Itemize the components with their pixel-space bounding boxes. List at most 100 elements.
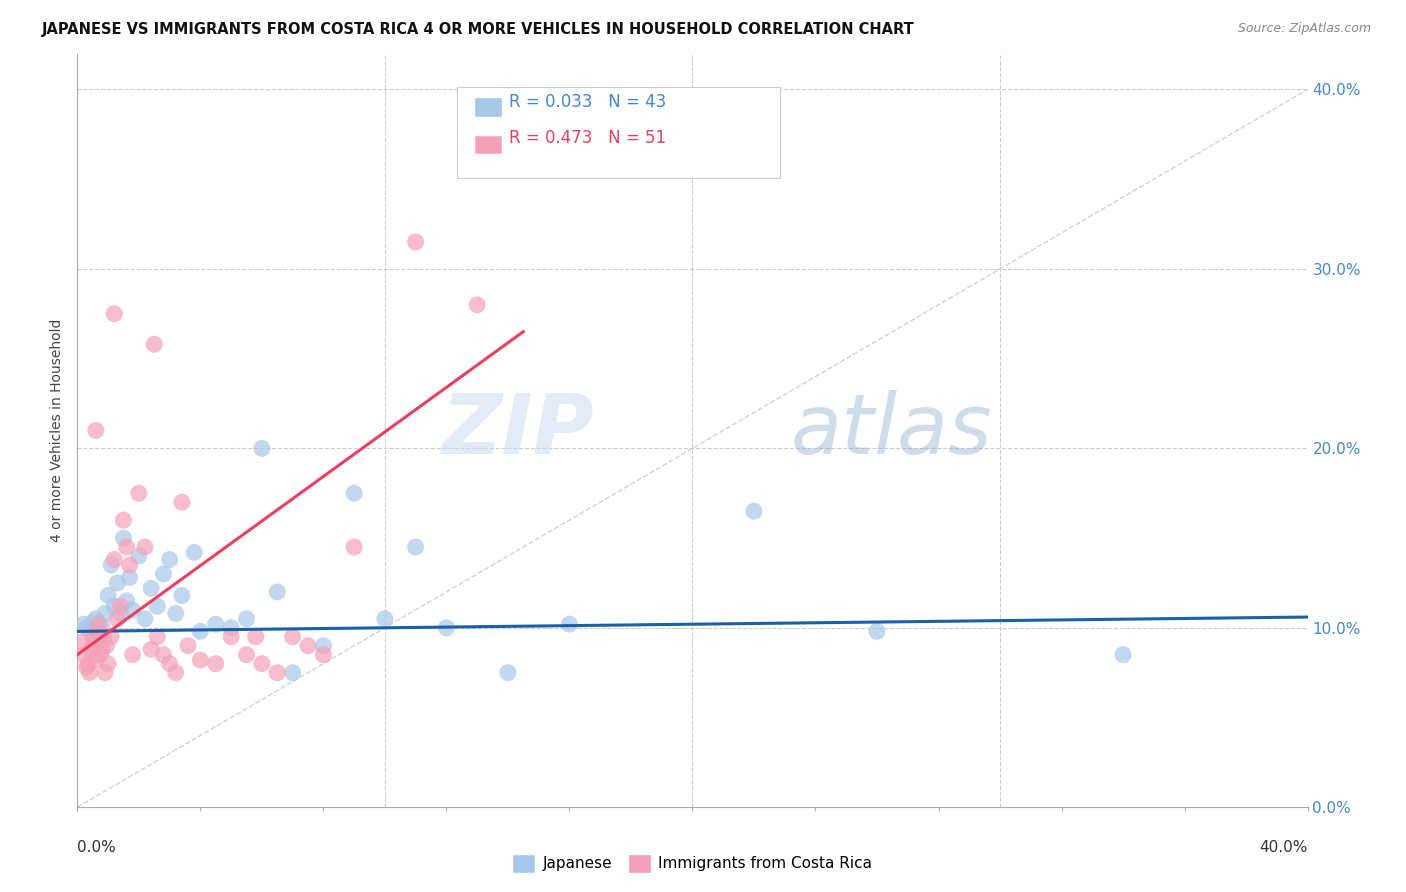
Point xyxy=(87,617,110,632)
Point xyxy=(250,657,273,671)
Point xyxy=(219,630,242,644)
Point xyxy=(103,552,125,566)
Point xyxy=(72,617,94,632)
Point xyxy=(297,639,319,653)
Point xyxy=(235,612,257,626)
Legend: Japanese, Immigrants from Costa Rica: Japanese, Immigrants from Costa Rica xyxy=(506,848,879,879)
Point xyxy=(496,665,519,680)
Text: R = 0.033   N = 43: R = 0.033 N = 43 xyxy=(509,93,666,111)
Point xyxy=(281,665,304,680)
Point xyxy=(312,648,335,662)
Point xyxy=(143,337,166,351)
Point xyxy=(115,594,138,608)
Point xyxy=(177,639,200,653)
Point xyxy=(84,424,107,438)
Point xyxy=(266,665,288,680)
Point xyxy=(141,642,163,657)
Point xyxy=(105,576,128,591)
Point xyxy=(110,599,132,614)
Point xyxy=(245,630,267,644)
Point xyxy=(103,599,125,614)
Y-axis label: 4 or more Vehicles in Household: 4 or more Vehicles in Household xyxy=(51,318,65,542)
Point xyxy=(496,136,519,151)
Text: Source: ZipAtlas.com: Source: ZipAtlas.com xyxy=(1237,22,1371,36)
Point xyxy=(79,623,101,637)
Point xyxy=(165,665,187,680)
Text: atlas: atlas xyxy=(792,390,993,471)
Point xyxy=(105,612,128,626)
Point xyxy=(76,621,98,635)
Point xyxy=(118,570,141,584)
Point xyxy=(86,624,108,639)
Point xyxy=(436,621,458,635)
Point xyxy=(115,540,138,554)
Point xyxy=(77,657,100,671)
Point xyxy=(93,630,115,644)
Point xyxy=(128,549,150,563)
Point xyxy=(170,589,193,603)
Point xyxy=(465,298,488,312)
Point xyxy=(134,540,156,554)
Point xyxy=(374,612,396,626)
Text: 40.0%: 40.0% xyxy=(1260,840,1308,855)
Point xyxy=(82,630,104,644)
Point xyxy=(742,504,765,518)
Point xyxy=(152,566,174,581)
Point xyxy=(79,665,101,680)
Point xyxy=(141,582,163,596)
Point xyxy=(134,612,156,626)
Point xyxy=(103,307,125,321)
Point xyxy=(190,653,212,667)
Point xyxy=(170,495,193,509)
Point xyxy=(87,626,110,640)
Point xyxy=(159,657,181,671)
Point xyxy=(84,612,107,626)
Point xyxy=(94,665,117,680)
Point xyxy=(121,603,143,617)
Point xyxy=(159,552,181,566)
Point xyxy=(110,607,132,621)
Point xyxy=(96,639,118,653)
Point xyxy=(266,585,288,599)
Point xyxy=(112,513,135,527)
Point xyxy=(100,558,122,572)
Point xyxy=(152,648,174,662)
Point xyxy=(250,442,273,456)
Point xyxy=(70,635,93,649)
Point xyxy=(76,660,98,674)
Point xyxy=(866,624,889,639)
Point xyxy=(204,617,226,632)
Text: ZIP: ZIP xyxy=(441,390,595,471)
Point xyxy=(219,621,242,635)
Point xyxy=(312,639,335,653)
Point xyxy=(204,657,226,671)
Point xyxy=(190,624,212,639)
Point xyxy=(82,615,104,630)
Text: 0.0%: 0.0% xyxy=(77,840,117,855)
Point xyxy=(165,607,187,621)
Point xyxy=(94,607,117,621)
Point xyxy=(90,642,114,657)
Point xyxy=(121,648,143,662)
Point xyxy=(183,545,205,559)
Point xyxy=(72,648,94,662)
Point xyxy=(146,599,169,614)
Point xyxy=(112,531,135,545)
Point xyxy=(89,648,111,662)
Point xyxy=(97,657,120,671)
Point xyxy=(84,653,107,667)
Point xyxy=(128,486,150,500)
Point xyxy=(100,630,122,644)
Point xyxy=(83,639,105,653)
Point xyxy=(343,540,366,554)
Point xyxy=(235,648,257,662)
Point xyxy=(281,630,304,644)
Point xyxy=(343,486,366,500)
Text: JAPANESE VS IMMIGRANTS FROM COSTA RICA 4 OR MORE VEHICLES IN HOUSEHOLD CORRELATI: JAPANESE VS IMMIGRANTS FROM COSTA RICA 4… xyxy=(42,22,915,37)
Point xyxy=(90,619,114,633)
Point xyxy=(558,617,581,632)
Point xyxy=(1112,648,1135,662)
Point xyxy=(97,589,120,603)
Point xyxy=(118,558,141,572)
Point xyxy=(405,540,427,554)
